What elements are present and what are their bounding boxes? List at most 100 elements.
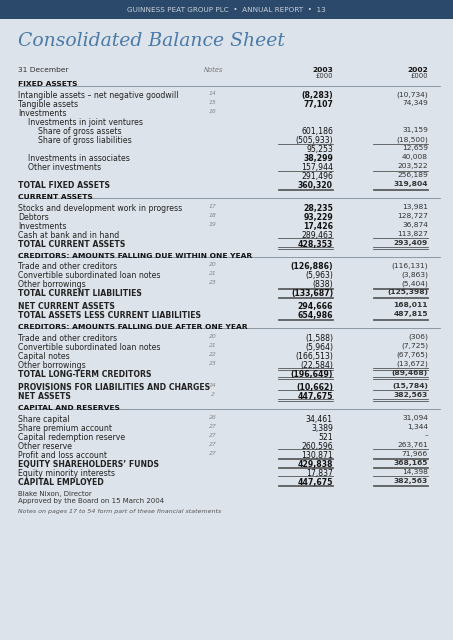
- Text: 521: 521: [318, 433, 333, 442]
- Text: (10,662): (10,662): [296, 383, 333, 392]
- Text: Profit and loss account: Profit and loss account: [18, 451, 107, 460]
- Text: 168,011: 168,011: [394, 302, 428, 308]
- Text: Stocks and development work in progress: Stocks and development work in progress: [18, 204, 182, 212]
- Text: 368,165: 368,165: [394, 460, 428, 466]
- Text: (13,672): (13,672): [396, 361, 428, 367]
- Text: 23: 23: [209, 280, 217, 285]
- Text: 27: 27: [209, 442, 217, 447]
- Text: (15,784): (15,784): [392, 383, 428, 389]
- Text: PROVISIONS FOR LIABILITIES AND CHARGES: PROVISIONS FOR LIABILITIES AND CHARGES: [18, 383, 210, 392]
- Text: (116,131): (116,131): [391, 262, 428, 269]
- Text: 2003: 2003: [312, 67, 333, 73]
- Text: 17,426: 17,426: [303, 221, 333, 230]
- Text: 654,986: 654,986: [298, 311, 333, 321]
- Text: (18,500): (18,500): [396, 136, 428, 143]
- Text: (196,649): (196,649): [291, 370, 333, 379]
- Text: –: –: [424, 433, 428, 438]
- Text: (133,687): (133,687): [291, 289, 333, 298]
- Text: 447,675: 447,675: [298, 392, 333, 401]
- Text: FIXED ASSETS: FIXED ASSETS: [18, 81, 77, 88]
- Text: EQUITY SHAREHOLDERS’ FUNDS: EQUITY SHAREHOLDERS’ FUNDS: [18, 460, 159, 468]
- Text: Investments: Investments: [18, 221, 67, 230]
- Text: 17: 17: [209, 204, 217, 209]
- Text: 2: 2: [211, 392, 215, 397]
- Text: 17,837: 17,837: [306, 468, 333, 477]
- Text: 293,409: 293,409: [394, 240, 428, 246]
- Text: CREDITORS: AMOUNTS FALLING DUE AFTER ONE YEAR: CREDITORS: AMOUNTS FALLING DUE AFTER ONE…: [18, 324, 248, 330]
- Text: (838): (838): [313, 280, 333, 289]
- Text: 289,463: 289,463: [301, 230, 333, 240]
- Text: 20: 20: [209, 262, 217, 268]
- Text: 157,944: 157,944: [301, 163, 333, 172]
- Text: 130,871: 130,871: [301, 451, 333, 460]
- Text: 3,389: 3,389: [311, 424, 333, 433]
- Text: Blake Nixon, Director: Blake Nixon, Director: [18, 491, 92, 497]
- Text: Trade and other creditors: Trade and other creditors: [18, 262, 117, 271]
- Text: 95,253: 95,253: [306, 145, 333, 154]
- Text: CAPITAL AND RESERVES: CAPITAL AND RESERVES: [18, 405, 120, 411]
- Text: 12,659: 12,659: [402, 145, 428, 151]
- Text: 14,398: 14,398: [402, 468, 428, 475]
- Text: 294,666: 294,666: [298, 302, 333, 311]
- Text: Notes on pages 17 to 54 form part of these financial statements: Notes on pages 17 to 54 form part of the…: [18, 509, 221, 514]
- Text: 40,008: 40,008: [402, 154, 428, 160]
- Text: 23: 23: [209, 361, 217, 366]
- Text: Tangible assets: Tangible assets: [18, 100, 78, 109]
- Text: Cash at bank and in hand: Cash at bank and in hand: [18, 230, 119, 240]
- Text: (10,734): (10,734): [396, 91, 428, 97]
- Text: 15: 15: [209, 100, 217, 105]
- Text: 74,349: 74,349: [402, 100, 428, 106]
- Text: (5,964): (5,964): [305, 343, 333, 352]
- Text: 2002: 2002: [407, 67, 428, 73]
- Text: 203,522: 203,522: [397, 163, 428, 169]
- Text: Share of gross assets: Share of gross assets: [38, 127, 121, 136]
- Text: TOTAL CURRENT LIABILITIES: TOTAL CURRENT LIABILITIES: [18, 289, 142, 298]
- Text: Investments in joint ventures: Investments in joint ventures: [28, 118, 143, 127]
- Text: CURRENT ASSETS: CURRENT ASSETS: [18, 194, 93, 200]
- Text: 31,094: 31,094: [402, 415, 428, 420]
- Text: 13,981: 13,981: [402, 204, 428, 210]
- Text: (306): (306): [408, 334, 428, 340]
- Text: Convertible subordinated loan notes: Convertible subordinated loan notes: [18, 343, 160, 352]
- Text: Share of gross liabilities: Share of gross liabilities: [38, 136, 132, 145]
- Text: NET ASSETS: NET ASSETS: [18, 392, 71, 401]
- Text: 19: 19: [209, 221, 217, 227]
- Text: (126,886): (126,886): [290, 262, 333, 271]
- Text: Equity minority interests: Equity minority interests: [18, 468, 115, 477]
- Text: 28,235: 28,235: [303, 204, 333, 212]
- Text: Trade and other creditors: Trade and other creditors: [18, 334, 117, 343]
- Text: 447,675: 447,675: [298, 477, 333, 486]
- Text: Investments in associates: Investments in associates: [28, 154, 130, 163]
- Text: 31 December: 31 December: [18, 67, 68, 73]
- Text: 291,496: 291,496: [301, 172, 333, 181]
- Text: Share capital: Share capital: [18, 415, 70, 424]
- Text: 428,353: 428,353: [298, 240, 333, 249]
- Text: Capital redemption reserve: Capital redemption reserve: [18, 433, 125, 442]
- Text: 113,827: 113,827: [397, 230, 428, 237]
- Text: TOTAL FIXED ASSETS: TOTAL FIXED ASSETS: [18, 181, 110, 190]
- Text: Capital notes: Capital notes: [18, 352, 70, 361]
- Text: (89,468): (89,468): [392, 370, 428, 376]
- Text: (166,513): (166,513): [295, 352, 333, 361]
- Text: Consolidated Balance Sheet: Consolidated Balance Sheet: [18, 32, 285, 50]
- Text: £000: £000: [315, 73, 333, 79]
- Text: 256,189: 256,189: [397, 172, 428, 178]
- Text: £000: £000: [410, 73, 428, 79]
- Text: 16: 16: [209, 109, 217, 114]
- Text: 20: 20: [209, 334, 217, 339]
- Text: GUINNESS PEAT GROUP PLC  •  ANNUAL REPORT  •  13: GUINNESS PEAT GROUP PLC • ANNUAL REPORT …: [127, 7, 325, 13]
- Text: 26: 26: [209, 415, 217, 420]
- Text: TOTAL LONG-TERM CREDITORS: TOTAL LONG-TERM CREDITORS: [18, 370, 151, 379]
- Text: 1,344: 1,344: [407, 424, 428, 429]
- Text: (5,404): (5,404): [401, 280, 428, 287]
- Text: (22,584): (22,584): [300, 361, 333, 370]
- Text: Investments: Investments: [18, 109, 67, 118]
- Text: NET CURRENT ASSETS: NET CURRENT ASSETS: [18, 302, 115, 311]
- Text: 21: 21: [209, 271, 217, 276]
- Text: Debtors: Debtors: [18, 212, 49, 221]
- Text: (505,933): (505,933): [295, 136, 333, 145]
- Text: (125,398): (125,398): [387, 289, 428, 295]
- Text: Approved by the Board on 15 March 2004: Approved by the Board on 15 March 2004: [18, 498, 164, 504]
- Text: 319,804: 319,804: [394, 181, 428, 187]
- Text: 71,966: 71,966: [402, 451, 428, 457]
